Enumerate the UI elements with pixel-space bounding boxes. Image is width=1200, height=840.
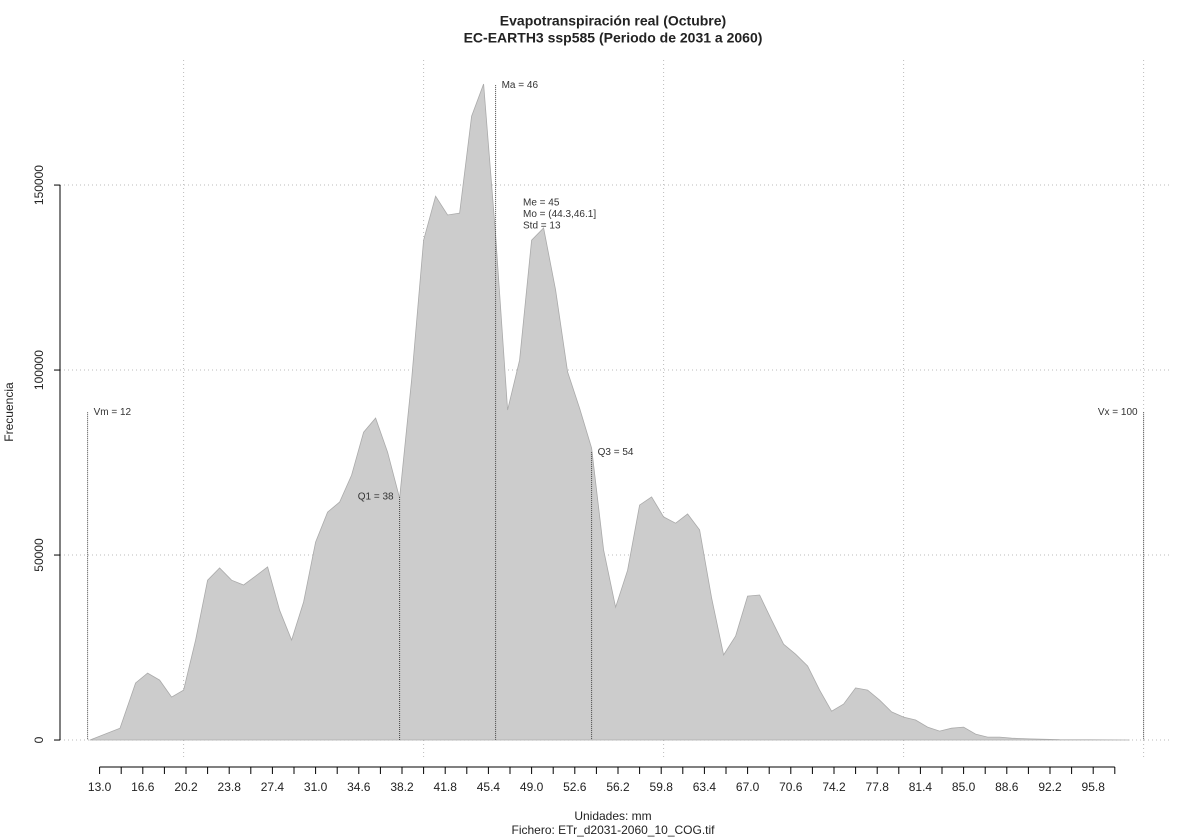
- x-tick-label: 77.8: [866, 780, 890, 794]
- marker-label: Vm = 12: [94, 407, 132, 418]
- marker-label: Ma = 46: [502, 80, 539, 91]
- marker-label: Q3 = 54: [598, 447, 634, 458]
- x-tick-label: 70.6: [779, 780, 803, 794]
- x-tick-label: 85.0: [952, 780, 976, 794]
- x-tick-label: 13.0: [88, 780, 112, 794]
- x-axis-label: Unidades: mm: [574, 809, 651, 823]
- x-tick-label: 88.6: [995, 780, 1019, 794]
- x-tick-label: 23.8: [218, 780, 242, 794]
- x-tick-label: 52.6: [563, 780, 587, 794]
- chart-subtitle: EC-EARTH3 ssp585 (Periodo de 2031 a 2060…: [464, 30, 763, 46]
- x-tick-label: 67.0: [736, 780, 760, 794]
- y-tick-label: 50000: [32, 538, 46, 572]
- stat-label: Std = 13: [523, 221, 561, 232]
- x-tick-label: 63.4: [693, 780, 717, 794]
- x-tick-label: 56.2: [606, 780, 630, 794]
- chart-title: Evapotranspiración real (Octubre): [500, 13, 726, 29]
- x-tick-label: 59.8: [650, 780, 674, 794]
- y-axis-label: Frecuencia: [2, 382, 16, 442]
- x-tick-label: 49.0: [520, 780, 544, 794]
- x-tick-label: 16.6: [131, 780, 155, 794]
- x-tick-label: 95.8: [1082, 780, 1106, 794]
- y-tick-label: 150000: [32, 165, 46, 205]
- caption: Fichero: ETr_d2031-2060_10_COG.tif: [512, 823, 716, 837]
- x-tick-label: 34.6: [347, 780, 371, 794]
- marker-label: Vx = 100: [1098, 407, 1138, 418]
- x-tick-label: 74.2: [822, 780, 846, 794]
- x-tick-label: 20.2: [174, 780, 198, 794]
- x-tick-label: 92.2: [1038, 780, 1062, 794]
- stat-label: Me = 45: [523, 198, 560, 209]
- x-tick-label: 31.0: [304, 780, 328, 794]
- x-tick-label: 81.4: [909, 780, 933, 794]
- x-tick-label: 41.8: [434, 780, 458, 794]
- stat-label: Mo = (44.3,46.1]: [523, 209, 596, 220]
- x-tick-label: 38.2: [390, 780, 414, 794]
- y-tick-label: 100000: [32, 350, 46, 390]
- area: [89, 83, 1130, 741]
- x-tick-label: 45.4: [477, 780, 501, 794]
- x-tick-label: 27.4: [261, 780, 285, 794]
- y-tick-label: 0: [32, 736, 46, 743]
- marker-label: Q1 = 38: [358, 492, 394, 503]
